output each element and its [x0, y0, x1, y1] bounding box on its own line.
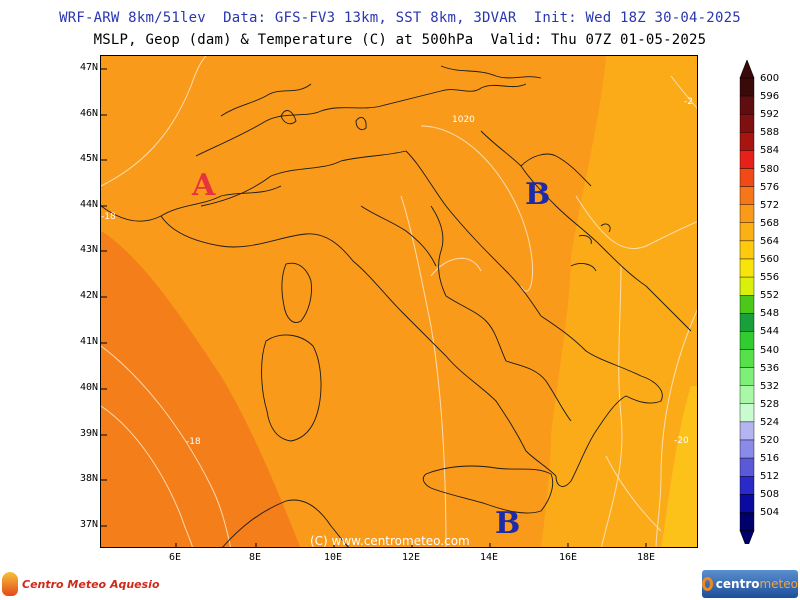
- colorbar-level-label: 560: [760, 254, 780, 265]
- colorbar: [739, 60, 755, 544]
- header-title-model: WRF-ARW 8km/51lev Data: GFS-FV3 13km, SS…: [59, 10, 741, 26]
- logo-badge-icon: [2, 572, 18, 596]
- low-pressure-marker-ionian: B: [495, 506, 521, 541]
- colorbar-level-label: 536: [760, 362, 780, 374]
- colorbar-level-label: 600: [760, 73, 780, 84]
- colorbar-level-label: 576: [760, 181, 780, 193]
- low-pressure-marker-adriatic: B: [525, 177, 551, 212]
- grid-ticks: [101, 68, 647, 547]
- logo-right-text: centrometeo: [715, 577, 798, 591]
- colorbar-cell: [739, 512, 755, 531]
- colorbar-level-label: 544: [760, 326, 780, 338]
- colorbar-level-label: 528: [760, 398, 780, 410]
- isotherm-label-northwest: -18: [101, 212, 116, 222]
- colorbar-cell: [739, 439, 755, 459]
- colorbar-level-label: 512: [760, 471, 780, 483]
- map-canvas: [101, 56, 697, 547]
- colorbar-level-label: 596: [760, 91, 780, 103]
- colorbar-cell: [739, 457, 755, 477]
- colorbar-level-label: 548: [760, 308, 780, 320]
- lon-label-14e: 14E: [479, 552, 499, 563]
- colorbar-level-label: 532: [760, 380, 780, 392]
- colorbar-cell: [739, 222, 755, 242]
- lat-label-44n: 44N: [79, 199, 98, 210]
- lat-label-40n: 40N: [79, 382, 98, 393]
- colorbar-cell: [739, 77, 755, 97]
- colorbar-level-label: 588: [760, 127, 780, 139]
- lat-label-45n: 45N: [79, 153, 98, 164]
- temperature-band-far-east: [661, 386, 697, 547]
- lat-label-42n: 42N: [79, 290, 98, 301]
- colorbar-arrow-top: [739, 60, 755, 79]
- isotherm-label-northeast: -2: [684, 97, 693, 107]
- colorbar-level-label: 516: [760, 453, 780, 465]
- colorbar-level-label: 524: [760, 416, 780, 428]
- lat-label-37n: 37N: [79, 519, 98, 530]
- high-pressure-marker: A: [192, 168, 216, 203]
- colorbar-cell: [739, 114, 755, 133]
- logo-centrometeo[interactable]: centrometeo: [702, 570, 798, 598]
- colorbar-cell: [739, 276, 755, 296]
- logo-left-text: Centro Meteo Aquesio: [22, 577, 160, 591]
- lon-label-16e: 16E: [558, 552, 578, 563]
- logo-centro-meteo-aquesio[interactable]: Centro Meteo Aquesio: [2, 570, 160, 598]
- lat-label-43n: 43N: [79, 244, 98, 255]
- colorbar-cell: [739, 95, 755, 115]
- lat-label-41n: 41N: [79, 336, 98, 347]
- lat-label-38n: 38N: [79, 473, 98, 484]
- isotherm-label-east: -20: [674, 436, 689, 446]
- isobar-label-1020: 1020: [452, 115, 475, 125]
- lon-label-10e: 10E: [323, 552, 343, 563]
- colorbar-cell: [739, 186, 755, 205]
- lon-label-8e: 8E: [248, 552, 262, 563]
- colorbar-level-label: 572: [760, 199, 780, 211]
- colorbar-level-label: 592: [760, 109, 780, 121]
- coastlines: [101, 65, 692, 547]
- header-title-field: MSLP, Geop (dam) & Temperature (C) at 50…: [93, 32, 707, 48]
- colorbar-cell: [739, 258, 755, 278]
- colorbar-cell: [739, 349, 755, 368]
- colorbar-level-label: 540: [760, 344, 780, 356]
- colorbar-cell: [739, 421, 755, 441]
- isotherm-label-west: -18: [186, 437, 201, 447]
- colorbar-cell: [739, 132, 755, 151]
- temperature-band-east: [541, 56, 697, 547]
- colorbar-cell: [739, 168, 755, 187]
- weather-map[interactable]: [100, 55, 698, 548]
- lat-label-39n: 39N: [79, 428, 98, 439]
- geopotential-contours: [101, 56, 697, 547]
- lon-label-12e: 12E: [401, 552, 421, 563]
- colorbar-level-label: 552: [760, 290, 780, 302]
- colorbar-cell: [739, 476, 755, 495]
- colorbar-level-label: 564: [760, 235, 780, 247]
- colorbar-cell: [739, 403, 755, 423]
- colorbar-cell: [739, 240, 755, 260]
- colorbar-cell: [739, 294, 755, 314]
- copyright-text: (C) www.centrometeo.com: [310, 534, 470, 548]
- temperature-band-west: [101, 231, 301, 547]
- colorbar-level-label: 520: [760, 435, 780, 446]
- lon-label-6e: 6E: [168, 552, 182, 563]
- logo-ring-icon: [702, 577, 713, 591]
- lat-label-46n: 46N: [79, 108, 98, 119]
- colorbar-cell: [739, 150, 755, 169]
- colorbar-cell: [739, 494, 755, 513]
- colorbar-cell: [739, 331, 755, 350]
- colorbar-cell: [739, 367, 755, 386]
- colorbar-level-label: 556: [760, 272, 780, 284]
- colorbar-cell: [739, 204, 755, 223]
- lat-label-47n: 47N: [79, 62, 98, 73]
- colorbar-level-label: 580: [760, 163, 780, 175]
- lon-label-18e: 18E: [636, 552, 656, 563]
- colorbar-level-label: 584: [760, 145, 780, 157]
- colorbar-level-label: 504: [760, 507, 780, 519]
- colorbar-cell: [739, 385, 755, 405]
- colorbar-cell: [739, 313, 755, 332]
- colorbar-level-label: 508: [760, 489, 780, 501]
- colorbar-level-label: 568: [760, 217, 780, 229]
- colorbar-arrow-bottom: [739, 530, 755, 544]
